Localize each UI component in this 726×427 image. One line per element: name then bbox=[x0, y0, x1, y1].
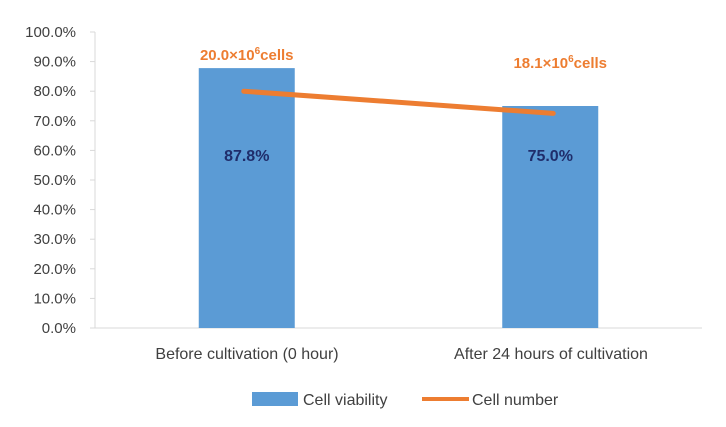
bar-cell-viability bbox=[198, 68, 295, 328]
bar-data-label: 75.0% bbox=[528, 148, 573, 165]
y-tick-label: 10.0% bbox=[33, 290, 76, 307]
legend-swatch-cell-viability bbox=[252, 392, 298, 406]
y-tick-label: 50.0% bbox=[33, 172, 76, 189]
legend: Cell viability Cell number bbox=[252, 392, 559, 409]
y-tick-label: 0.0% bbox=[42, 320, 76, 337]
legend-label-cell-number: Cell number bbox=[472, 392, 559, 409]
legend-label-cell-viability: Cell viability bbox=[303, 392, 387, 409]
x-axis: Before cultivation (0 hour) After 24 hou… bbox=[155, 346, 648, 363]
y-tick-label: 30.0% bbox=[33, 231, 76, 248]
plot-area: 87.8% 75.0% 20.0×106cells 18.1×106cells bbox=[95, 46, 702, 329]
line-data-label: 20.0×106cells bbox=[200, 46, 294, 64]
x-tick-label-before: Before cultivation (0 hour) bbox=[155, 346, 338, 363]
y-tick-label: 80.0% bbox=[33, 83, 76, 100]
y-tick-label: 40.0% bbox=[33, 202, 76, 219]
y-tick-label: 90.0% bbox=[33, 54, 76, 71]
y-tick-label: 60.0% bbox=[33, 142, 76, 159]
line-data-label: 18.1×106cells bbox=[513, 54, 607, 72]
bar-data-label: 87.8% bbox=[224, 148, 269, 165]
y-tick-label: 100.0% bbox=[25, 24, 76, 41]
line-cell-number bbox=[241, 88, 556, 116]
y-axis: 0.0% 10.0% 20.0% 30.0% 40.0% 50.0% 60.0% 70.0% 8… bbox=[25, 24, 96, 337]
y-tick-label: 70.0% bbox=[33, 113, 76, 130]
y-tick-label: 20.0% bbox=[33, 261, 76, 278]
bar-cell-viability bbox=[502, 106, 599, 328]
x-tick-label-after: After 24 hours of cultivation bbox=[454, 346, 648, 363]
